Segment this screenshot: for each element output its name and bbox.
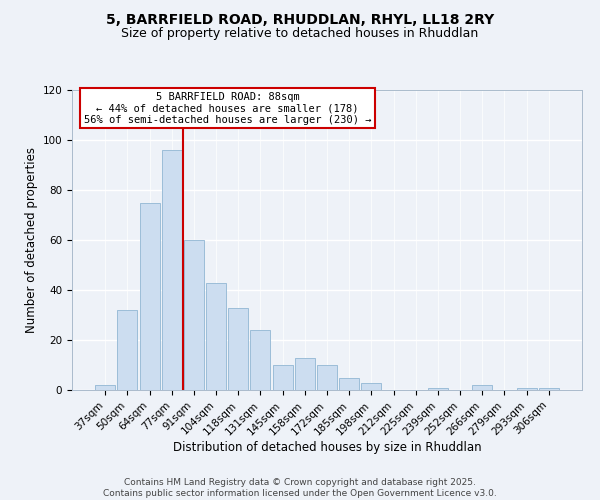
Bar [272,365,293,390]
Bar [361,382,382,390]
Bar [118,310,137,390]
Bar [206,282,226,390]
Bar [472,385,492,390]
Bar [250,330,271,390]
X-axis label: Distribution of detached houses by size in Rhuddlan: Distribution of detached houses by size … [173,440,481,454]
Bar [317,365,337,390]
Bar [428,388,448,390]
Bar [295,358,315,390]
Text: Size of property relative to detached houses in Rhuddlan: Size of property relative to detached ho… [121,28,479,40]
Bar [517,388,536,390]
Bar [539,388,559,390]
Text: Contains HM Land Registry data © Crown copyright and database right 2025.
Contai: Contains HM Land Registry data © Crown c… [103,478,497,498]
Y-axis label: Number of detached properties: Number of detached properties [25,147,38,333]
Text: 5, BARRFIELD ROAD, RHUDDLAN, RHYL, LL18 2RY: 5, BARRFIELD ROAD, RHUDDLAN, RHYL, LL18 … [106,12,494,26]
Bar [95,385,115,390]
Text: 5 BARRFIELD ROAD: 88sqm
← 44% of detached houses are smaller (178)
56% of semi-d: 5 BARRFIELD ROAD: 88sqm ← 44% of detache… [84,92,371,124]
Bar [339,378,359,390]
Bar [162,150,182,390]
Bar [228,308,248,390]
Bar [184,240,204,390]
Bar [140,202,160,390]
